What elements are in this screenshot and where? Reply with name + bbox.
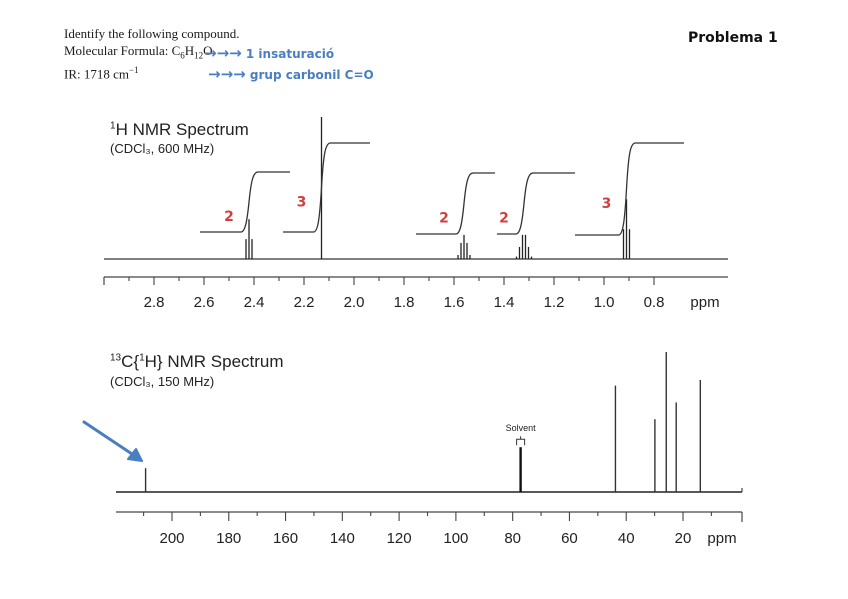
- problem-title: Problema 1: [688, 30, 778, 46]
- h-peak: [515, 234, 533, 259]
- h-integral-curve: [416, 172, 495, 235]
- h-tick-label: 2.4: [244, 294, 265, 311]
- h-nmr-title-sup: 1: [110, 120, 116, 132]
- c-axis-label: ppm: [707, 530, 736, 547]
- h-integral-label: 2: [499, 211, 509, 227]
- h-tick-label: 2.8: [144, 294, 165, 311]
- c-tick-label: 140: [330, 530, 355, 547]
- h-integral-label: 3: [297, 195, 307, 211]
- c-tick-label: 60: [561, 530, 578, 547]
- formula-c: C: [171, 43, 181, 58]
- c-tick-label: 180: [216, 530, 241, 547]
- note-unsaturation-text: 1 insaturació: [245, 47, 335, 61]
- h-tick-label: 2.0: [344, 294, 365, 311]
- question-text: Identify the following compound.: [64, 26, 240, 41]
- h-peak: [622, 199, 631, 259]
- formula-c-sub: 6: [180, 50, 185, 61]
- solvent-bracket: [516, 436, 526, 446]
- h-integral-label: 3: [602, 196, 612, 212]
- solvent-label: Solvent: [506, 423, 537, 433]
- h-nmr-title: 1H NMR Spectrum: [110, 120, 249, 140]
- c-nmr-title-text: H} NMR Spectrum: [144, 352, 284, 371]
- h-tick-label: 0.8: [644, 294, 665, 311]
- h-nmr-title-text: H NMR Spectrum: [115, 120, 249, 139]
- c-tick-label: 200: [159, 530, 184, 547]
- h-nmr-chart: 2.8 2.6 2.4 2.2 2.0 1.8 1.6 1.4 1.2 1.0 0.8 ppm 2 3 2 2…: [103, 117, 728, 311]
- c-tick-label: 40: [618, 530, 635, 547]
- h-integral-curve: [283, 142, 370, 233]
- c-nmr-title: 13C{1H} NMR Spectrum: [110, 352, 284, 372]
- h-integral-label: 2: [224, 209, 234, 225]
- formula-label: Molecular Formula:: [64, 43, 172, 58]
- h-tick-label: 1.8: [394, 294, 415, 311]
- ir-data: IR: 1718 cm−1: [64, 62, 139, 82]
- c-tick-label: 120: [387, 530, 412, 547]
- c-nmr-title-sup2: 1: [139, 352, 145, 364]
- c-nmr-chart: 200 180 160 140 120 100 80 60 40 20 ppm Solvent: [116, 352, 743, 547]
- c-nmr-title-mid: C{: [121, 352, 140, 371]
- arrow-head: [127, 448, 143, 462]
- h-tick-label: 1.6: [444, 294, 465, 311]
- c-tick-label: 100: [443, 530, 468, 547]
- molecular-formula: Molecular Formula: C6H12O: [64, 43, 213, 64]
- c-tick-label: 80: [504, 530, 521, 547]
- formula-o: O: [203, 43, 213, 58]
- h-integral-curve: [497, 172, 575, 235]
- note-unsaturation: →→→ 1 insaturació: [204, 44, 334, 62]
- formula-h-sub: 12: [194, 50, 204, 61]
- h-integral-curve: [200, 171, 290, 233]
- c-tick-label: 160: [273, 530, 298, 547]
- c-nmr-title-sup: 13: [110, 352, 122, 364]
- arrows-icon: →→→: [204, 44, 242, 62]
- h-tick-label: 1.4: [494, 294, 515, 311]
- highlight-arrow-icon: [82, 420, 143, 462]
- h-tick-label: 1.2: [544, 294, 565, 311]
- formula-h: H: [184, 43, 195, 58]
- h-axis-label: ppm: [690, 294, 719, 311]
- h-integral-curve: [575, 142, 684, 236]
- arrows-icon: →→→: [208, 65, 246, 83]
- c-nmr-subtitle: (CDCl₃, 150 MHz): [110, 374, 215, 389]
- h-nmr-subtitle: (CDCl₃, 600 MHz): [110, 141, 215, 156]
- c-tick-label: 20: [675, 530, 692, 547]
- h-peak: [457, 234, 471, 259]
- h-peak: [245, 219, 253, 259]
- h-tick-label: 2.6: [194, 294, 215, 311]
- h-integral-label: 2: [439, 211, 449, 227]
- note-carbonyl-text: grup carbonil C=O: [249, 68, 374, 82]
- ir-label: IR: 1718 cm: [64, 66, 129, 82]
- note-carbonyl: →→→ grup carbonil C=O: [208, 65, 374, 83]
- arrow-shaft: [82, 420, 140, 460]
- h-tick-label: 1.0: [594, 294, 615, 311]
- h-tick-label: 2.2: [294, 294, 315, 311]
- ir-sup: −1: [129, 65, 139, 75]
